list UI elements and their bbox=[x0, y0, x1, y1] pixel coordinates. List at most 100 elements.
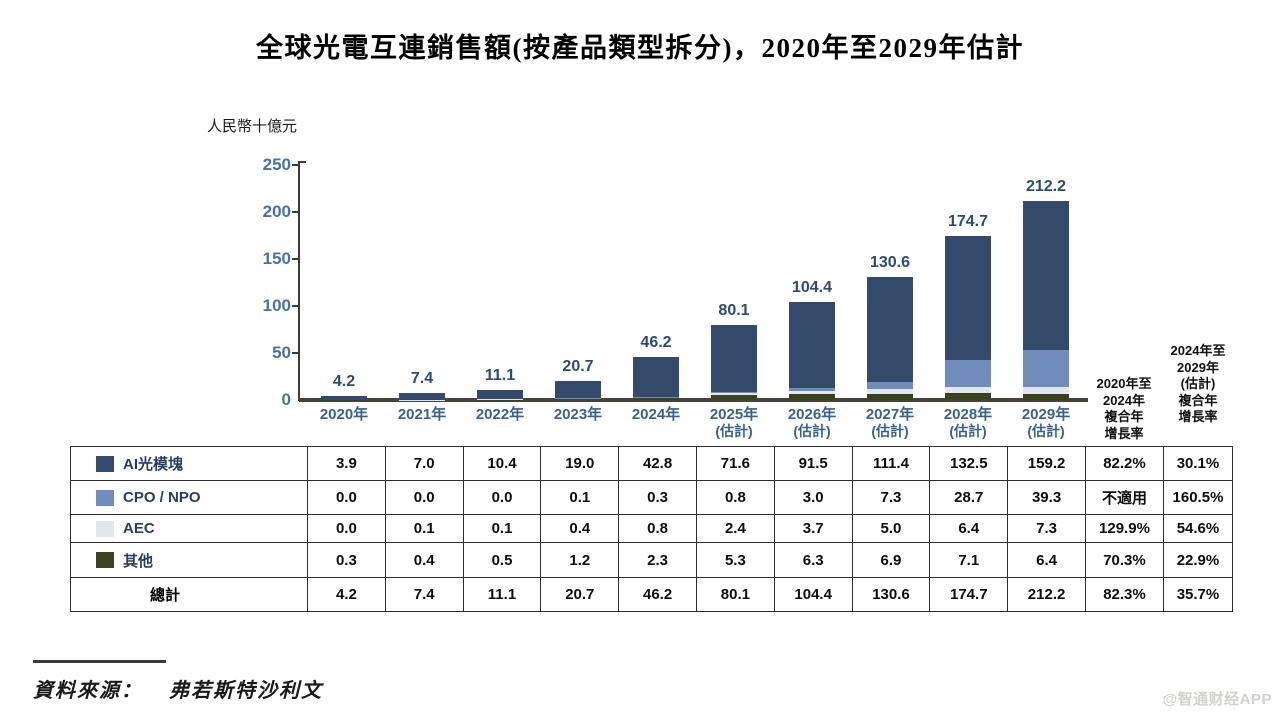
bar-segment-AI光模塊 bbox=[1023, 200, 1069, 351]
table-cell: 10.4 bbox=[462, 445, 542, 482]
x-axis-label-2026年: 2026年 (估計) bbox=[787, 406, 837, 439]
table-cell: 80.1 bbox=[695, 576, 775, 613]
table-cell: 159.2 bbox=[1007, 445, 1086, 482]
bar-segment-其他 bbox=[945, 393, 991, 400]
bar-total-label: 174.7 bbox=[947, 212, 989, 230]
table-row: AEC 0.0 0.1 0.1 0.4 0.8 2.4 3.7 5.0 6.4 7.3 129.9% 5… bbox=[70, 514, 1233, 544]
table-cell: 0.4 bbox=[384, 542, 464, 578]
table-cell: 0.5 bbox=[462, 542, 542, 578]
bar-segment-AEC bbox=[945, 387, 991, 394]
table-cell: 7.3 bbox=[851, 480, 931, 516]
bar-segment-CPO / NPO bbox=[945, 360, 991, 388]
bar-segment-CPO / NPO bbox=[789, 387, 835, 391]
table-cell: 111.4 bbox=[851, 445, 931, 482]
row-label-cell: AEC bbox=[70, 514, 308, 544]
y-tick-mark bbox=[292, 305, 299, 307]
table-cell: 28.7 bbox=[929, 480, 1009, 516]
bar-segment-AEC bbox=[711, 392, 757, 395]
bar-segment-CPO / NPO bbox=[1023, 350, 1069, 388]
bar-segment-CPO / NPO bbox=[711, 392, 757, 393]
table-cell: 39.3 bbox=[1007, 480, 1086, 516]
table-cell: 35.7% bbox=[1162, 576, 1233, 613]
table-cell: 132.5 bbox=[929, 445, 1009, 482]
table-cell: 6.4 bbox=[1007, 542, 1086, 578]
bar-segment-AI光模塊 bbox=[399, 392, 445, 400]
y-tick-mark bbox=[292, 211, 299, 213]
bar-segment-AI光模塊 bbox=[711, 324, 757, 392]
table-cell: 0.3 bbox=[618, 480, 697, 516]
table-cell: 0.0 bbox=[384, 480, 464, 516]
x-axis-label-2028年: 2028年 (估計) bbox=[943, 406, 993, 439]
y-tick-label: 150 bbox=[262, 249, 291, 268]
watermark: @智通财经APP bbox=[1162, 691, 1272, 708]
table-cell: 22.9% bbox=[1162, 542, 1233, 578]
legend-swatch-icon bbox=[96, 455, 114, 472]
bar-total-label: 212.2 bbox=[1025, 177, 1067, 195]
bar-segment-其他 bbox=[1023, 393, 1069, 400]
table-cell: 0.1 bbox=[540, 480, 620, 516]
source-value: 弗若斯特沙利文 bbox=[169, 680, 323, 702]
x-axis-label-2021年: 2021年 bbox=[397, 406, 447, 423]
table-cell: 82.3% bbox=[1084, 576, 1164, 613]
bar-segment-AI光模塊 bbox=[945, 235, 991, 361]
y-axis-top-cap bbox=[298, 161, 306, 163]
table-cell: 5.0 bbox=[851, 514, 931, 544]
table-cell: 0.1 bbox=[384, 514, 464, 544]
table-cell: 0.8 bbox=[618, 514, 697, 544]
table-cell: 6.9 bbox=[851, 542, 931, 578]
table-cell: 4.2 bbox=[307, 576, 386, 613]
bar-segment-AI光模塊 bbox=[555, 380, 601, 399]
y-tick-mark bbox=[292, 352, 299, 354]
y-axis-line bbox=[298, 161, 300, 401]
table-cell: 7.1 bbox=[929, 542, 1009, 578]
bar-total-label: 46.2 bbox=[640, 333, 672, 351]
bar-segment-其他 bbox=[555, 398, 601, 400]
y-tick-label: 50 bbox=[272, 343, 291, 362]
legend-label: AI光模塊 bbox=[123, 456, 184, 474]
table-cell: 0.8 bbox=[695, 480, 775, 516]
table-cell: 129.9% bbox=[1084, 514, 1164, 544]
table-cell: 0.4 bbox=[540, 514, 620, 544]
table-cell: 11.1 bbox=[462, 576, 542, 613]
table-row: AI光模塊 3.9 7.0 10.4 19.0 42.8 71.6 91.5 111.4 132.… bbox=[70, 445, 1233, 482]
x-axis-label-2023年: 2023年 bbox=[553, 406, 603, 423]
table-row: CPO / NPO 0.0 0.0 0.0 0.1 0.3 0.8 3.0 7.3 28.7 39.… bbox=[70, 480, 1233, 516]
legend-label: 其他 bbox=[123, 552, 154, 570]
x-axis-label-2025年: 2025年 (估計) bbox=[709, 406, 759, 439]
bar-total-label: 20.7 bbox=[562, 357, 594, 375]
bar-segment-AI光模塊 bbox=[789, 301, 835, 388]
row-label-cell: CPO / NPO bbox=[70, 480, 308, 516]
table-row: 其他 0.3 0.4 0.5 1.2 2.3 5.3 6.3 6.9 7.1 6.4 70.3% 22.… bbox=[70, 542, 1233, 578]
table-cell: 6.3 bbox=[773, 542, 853, 578]
legend-swatch-icon bbox=[96, 489, 114, 506]
table-cell: 42.8 bbox=[618, 445, 697, 482]
table-cell: 0.0 bbox=[307, 480, 386, 516]
row-label-cell: AI光模塊 bbox=[70, 445, 308, 482]
bar-segment-AI光模塊 bbox=[633, 356, 679, 397]
y-tick-mark bbox=[292, 164, 299, 166]
bar-total-label: 7.4 bbox=[410, 370, 434, 388]
table-cell: 70.3% bbox=[1084, 542, 1164, 578]
bar-total-label: 80.1 bbox=[718, 301, 750, 319]
table-cell: 3.0 bbox=[773, 480, 853, 516]
table-cell: 3.9 bbox=[307, 445, 386, 482]
chart-title: 全球光電互連銷售額(按產品類型拆分)，2020年至2029年估計 bbox=[256, 33, 1024, 63]
table-cell: 1.2 bbox=[540, 542, 620, 578]
bar-segment-AI光模塊 bbox=[477, 389, 523, 400]
x-axis-label-2024年: 2024年 bbox=[631, 406, 681, 423]
table-cell: 20.7 bbox=[540, 576, 620, 613]
table-cell: 104.4 bbox=[773, 576, 853, 613]
bar-segment-CPO / NPO bbox=[867, 381, 913, 389]
table-cell: 6.4 bbox=[929, 514, 1009, 544]
bar-segment-其他 bbox=[711, 395, 757, 400]
table-cell: 0.3 bbox=[307, 542, 386, 578]
table-cell: 7.3 bbox=[1007, 514, 1086, 544]
bar-segment-AEC bbox=[867, 388, 913, 394]
x-axis-label-2029年: 2029年 (估計) bbox=[1021, 406, 1071, 439]
bar-segment-AEC bbox=[789, 390, 835, 395]
table-cell: 2.3 bbox=[618, 542, 697, 578]
table-cell: 不適用 bbox=[1084, 480, 1164, 516]
cagr-header-2020-2024: 2020年至 2024年 複合年 增長率 bbox=[1096, 376, 1152, 441]
table-cell: 46.2 bbox=[618, 576, 697, 613]
